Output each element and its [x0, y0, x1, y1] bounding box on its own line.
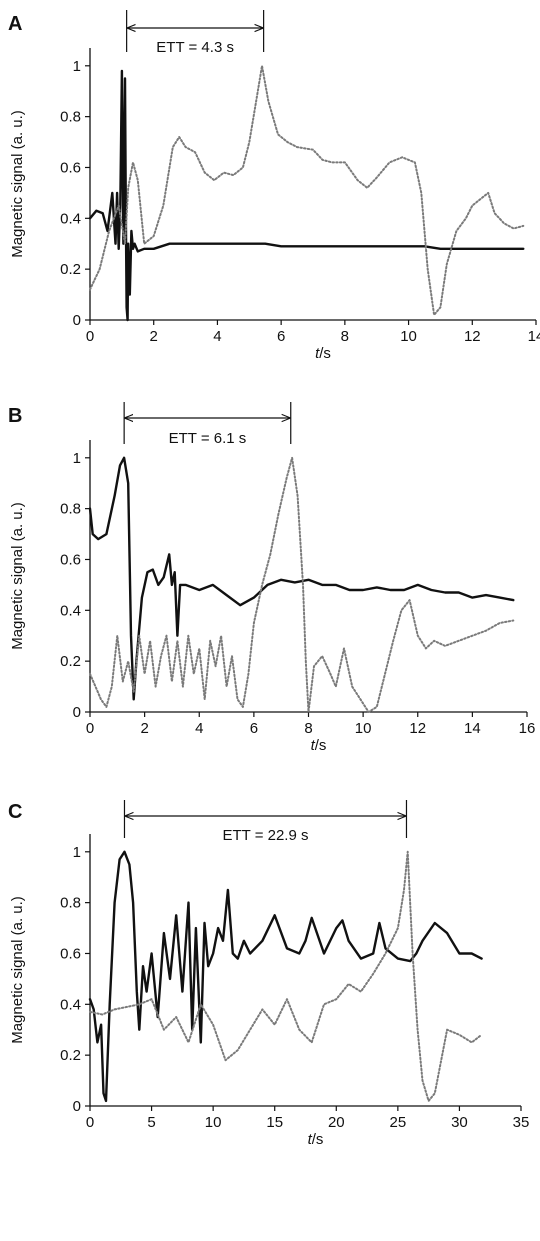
y-axis-title: Magnetic signal (a. u.) [9, 896, 26, 1044]
x-tick-label: 12 [409, 720, 426, 737]
x-tick-label: 4 [195, 720, 203, 737]
y-tick-label: 1 [73, 844, 81, 861]
y-tick-label: 0.2 [60, 1047, 81, 1064]
x-axis-title: t/s [311, 737, 327, 754]
ett-label: ETT = 4.3 s [156, 39, 234, 56]
x-tick-label: 15 [266, 1114, 283, 1131]
y-tick-label: 0.6 [60, 551, 81, 568]
y-tick-label: 0.4 [60, 996, 81, 1013]
y-tick-label: 0.8 [60, 501, 81, 518]
chart-panel-c: 0 5 10 15 20 25 30 35 0 0.2 0.4 0.6 0.8 1 t/s Magnetic … [8, 800, 529, 1148]
x-axis-title-unit: /s [315, 737, 327, 754]
series-line-dotted [89, 64, 525, 316]
series-line-solid [88, 850, 483, 1103]
x-tick-label: 0 [86, 328, 94, 345]
x-axis-title-var: t [315, 345, 320, 362]
x-tick-label: 10 [355, 720, 372, 737]
y-axis-title: Magnetic signal (a. u.) [9, 110, 26, 258]
x-axis-title-var: t [308, 1131, 313, 1148]
x-tick-label: 20 [328, 1114, 345, 1131]
y-tick-label: 0.6 [60, 945, 81, 962]
x-tick-label: 14 [464, 720, 481, 737]
series-line-dotted [89, 456, 515, 713]
panel-label: C [8, 801, 22, 823]
series-line-dotted [89, 850, 483, 1102]
x-tick-label: 14 [528, 328, 540, 345]
x-tick-label: 2 [150, 328, 158, 345]
x-axis-title-var: t [311, 737, 316, 754]
x-tick-label: 8 [341, 328, 349, 345]
y-tick-label: 0.8 [60, 109, 81, 126]
x-tick-label: 10 [400, 328, 417, 345]
y-tick-label: 0.8 [60, 895, 81, 912]
x-tick-label: 2 [140, 720, 148, 737]
y-tick-label: 0 [73, 312, 81, 329]
y-tick-label: 0 [73, 1098, 81, 1115]
y-tick-label: 0.2 [60, 261, 81, 278]
ett-label: ETT = 6.1 s [169, 430, 247, 447]
x-tick-label: 12 [464, 328, 481, 345]
y-tick-label: 0.4 [60, 210, 81, 227]
x-tick-label: 0 [86, 720, 94, 737]
panel-label: B [8, 405, 22, 427]
x-tick-label: 6 [250, 720, 258, 737]
y-tick-label: 0.2 [60, 653, 81, 670]
y-tick-label: 1 [73, 58, 81, 75]
x-axis-title-unit: /s [312, 1131, 324, 1148]
x-tick-label: 35 [513, 1114, 530, 1131]
x-tick-label: 4 [213, 328, 221, 345]
x-tick-label: 16 [519, 720, 536, 737]
x-tick-label: 25 [390, 1114, 407, 1131]
ett-label: ETT = 22.9 s [222, 827, 308, 844]
y-axis-title: Magnetic signal (a. u.) [9, 502, 26, 650]
y-tick-label: 0 [73, 704, 81, 721]
panel-label: A [8, 13, 22, 35]
x-tick-label: 6 [277, 328, 285, 345]
x-tick-label: 30 [451, 1114, 468, 1131]
x-tick-label: 0 [86, 1114, 94, 1131]
x-axis-title: t/s [308, 1131, 324, 1148]
x-tick-label: 5 [147, 1114, 155, 1131]
series-line-solid [88, 456, 515, 701]
x-tick-label: 8 [304, 720, 312, 737]
x-axis-title-unit: /s [319, 345, 331, 362]
y-tick-label: 0.4 [60, 602, 81, 619]
chart-panel-b: 0 2 4 6 8 10 12 14 16 0 0.2 0.4 0.6 0.8 1 t/s Magnetic s… [8, 402, 535, 754]
x-tick-label: 10 [205, 1114, 222, 1131]
chart-panel-a: 0 2 4 6 8 10 12 14 0 0.2 0.4 0.6 0.8 1 t/s Magnetic sig… [8, 10, 540, 362]
series-line-solid [88, 69, 525, 322]
x-axis-title: t/s [315, 345, 331, 362]
y-tick-label: 1 [73, 450, 81, 467]
y-tick-label: 0.6 [60, 159, 81, 176]
